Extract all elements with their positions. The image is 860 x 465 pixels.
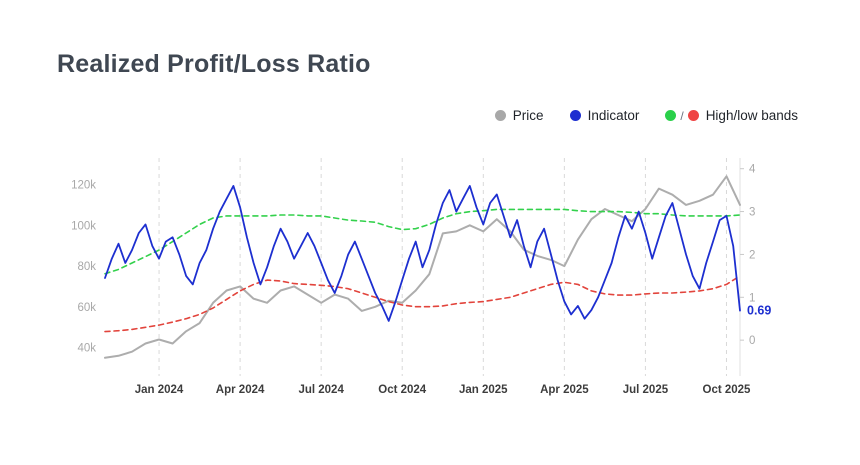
- legend-item-indicator[interactable]: Indicator: [569, 108, 640, 123]
- x-axis-label: Jul 2025: [623, 384, 669, 396]
- left-axis-label: 60k: [77, 302, 96, 314]
- chart-area[interactable]: 40k 60k 80k 100k 120k 0 1 2 3 4 Jan 2024 Apr 2024 Ju…: [30, 148, 810, 411]
- series-low-band: [104, 275, 741, 333]
- x-axis-label: Apr 2024: [216, 384, 265, 396]
- legend-item-bands[interactable]: / High/low bands: [665, 108, 798, 123]
- low-band-legend-dot-icon: [687, 110, 699, 121]
- legend-label-price: Price: [512, 108, 544, 123]
- legend-item-price[interactable]: Price: [494, 108, 544, 123]
- right-axis-label: 3: [749, 207, 755, 219]
- high-band-legend-dot-icon: [665, 110, 677, 121]
- legend-label-bands: High/low bands: [705, 108, 798, 123]
- right-axis-label: 1: [749, 292, 755, 304]
- series-high-band: [104, 208, 741, 275]
- indicator-legend-dot-icon: [569, 110, 581, 121]
- left-axis-label: 80k: [77, 261, 96, 273]
- left-axis-label: 120k: [71, 180, 96, 192]
- left-axis-label: 40k: [77, 343, 96, 355]
- right-axis-label: 2: [749, 249, 755, 261]
- price-legend-dot-icon: [494, 110, 506, 121]
- x-axis-label: Oct 2024: [378, 384, 427, 396]
- x-axis-label: Apr 2025: [540, 384, 589, 396]
- x-axis-label: Jan 2024: [135, 384, 184, 396]
- current-value-label: 0.69: [747, 304, 771, 318]
- legend-label-indicator: Indicator: [587, 108, 640, 123]
- right-axis-label: 0: [749, 335, 755, 347]
- legend-slash: /: [680, 108, 684, 123]
- x-axis-label: Jan 2025: [459, 384, 508, 396]
- chart-legend: Price Indicator / High/low bands: [494, 108, 798, 123]
- series-indicator: [104, 185, 741, 322]
- series-price: [104, 175, 741, 359]
- page-title: Realized Profit/Loss Ratio: [57, 50, 371, 78]
- chart-svg[interactable]: 40k 60k 80k 100k 120k 0 1 2 3 4 Jan 2024 Apr 2024 Ju…: [30, 148, 810, 406]
- left-axis-label: 100k: [71, 220, 96, 232]
- x-axis-label: Oct 2025: [703, 384, 752, 396]
- right-axis-label: 4: [749, 164, 756, 176]
- x-axis-label: Jul 2024: [298, 384, 344, 396]
